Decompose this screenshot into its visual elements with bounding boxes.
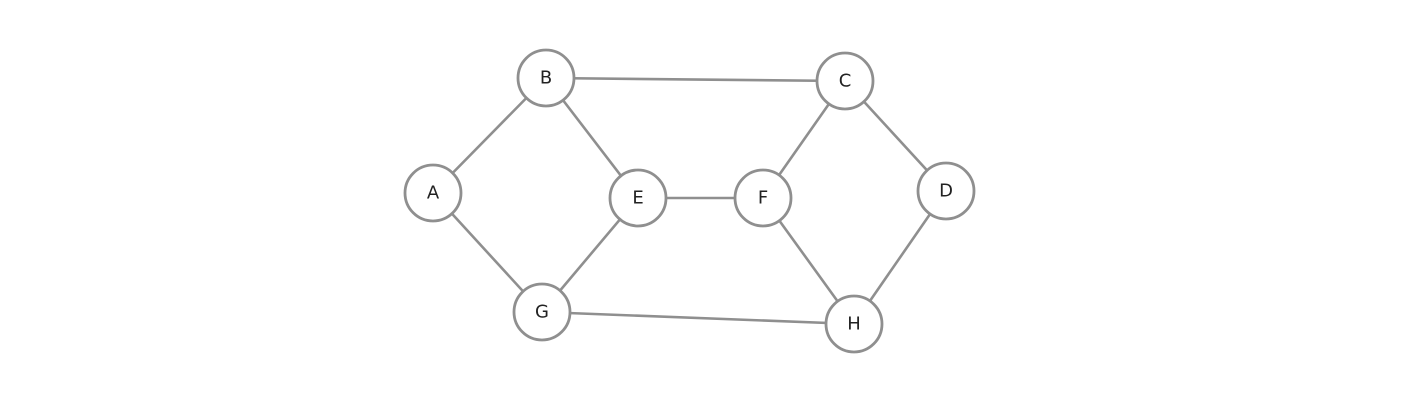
node-d: D (916, 161, 976, 221)
node-circle (403, 163, 463, 223)
node-c: C (815, 51, 875, 111)
node-g: G (512, 282, 572, 342)
node-e: E (608, 168, 668, 228)
node-a: A (403, 163, 463, 223)
node-label: E (632, 188, 643, 209)
node-label: C (839, 71, 852, 92)
node-circle (916, 161, 976, 221)
node-b: B (516, 48, 576, 108)
node-circle (512, 282, 572, 342)
edges-layer (431, 76, 948, 326)
node-label: F (758, 188, 768, 209)
node-label: H (847, 314, 861, 335)
edge-b-c (544, 76, 847, 83)
edge-g-h (540, 310, 856, 326)
node-label: A (427, 183, 440, 204)
nodes-layer: A B C D E F G H (403, 48, 976, 354)
node-label: B (540, 68, 552, 89)
node-label: G (535, 302, 549, 323)
node-label: D (939, 181, 953, 202)
node-circle (733, 168, 793, 228)
node-circle (608, 168, 668, 228)
node-circle (824, 294, 884, 354)
node-f: F (733, 168, 793, 228)
node-circle (815, 51, 875, 111)
node-h: H (824, 294, 884, 354)
node-circle (516, 48, 576, 108)
